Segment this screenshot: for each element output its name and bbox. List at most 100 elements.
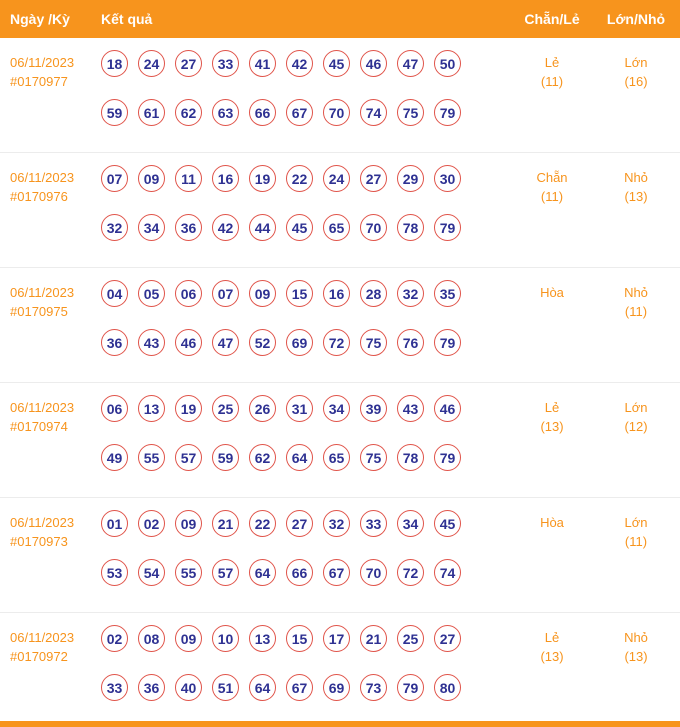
- number-ball: 21: [360, 625, 387, 652]
- number-ball: 24: [138, 50, 165, 77]
- number-ball: 72: [323, 329, 350, 356]
- number-line: 18 24 27 33 41 42 45 46 47 50: [101, 50, 512, 77]
- number-ball: 06: [175, 280, 202, 307]
- big-small-count: (11): [624, 304, 648, 319]
- even-odd-value: Hòa: [540, 285, 564, 300]
- number-ball: 59: [212, 444, 239, 471]
- number-ball: 25: [397, 625, 424, 652]
- big-small-cell: Nhỏ (11): [592, 280, 680, 382]
- big-small-count: (13): [624, 189, 648, 204]
- number-ball: 44: [249, 214, 276, 241]
- number-ball: 29: [397, 165, 424, 192]
- number-ball: 27: [434, 625, 461, 652]
- draw-period: #0170974: [10, 419, 68, 434]
- result-row: 06/11/2023 #0170976 07 09 11 16 19 22 24 27 29 30…: [0, 153, 680, 268]
- number-ball: 69: [323, 674, 350, 701]
- number-ball: 16: [323, 280, 350, 307]
- number-ball: 17: [323, 625, 350, 652]
- number-ball: 13: [138, 395, 165, 422]
- number-ball: 32: [397, 280, 424, 307]
- number-line: 02 08 09 10 13 15 17 21 25 27: [101, 625, 512, 652]
- number-ball: 64: [249, 559, 276, 586]
- draw-date: 06/11/2023: [10, 630, 75, 645]
- number-ball: 51: [212, 674, 239, 701]
- number-ball: 06: [101, 395, 128, 422]
- number-ball: 26: [249, 395, 276, 422]
- number-ball: 79: [434, 444, 461, 471]
- number-line: 36 43 46 47 52 69 72 75 76 79: [101, 329, 512, 356]
- number-ball: 33: [360, 510, 387, 537]
- result-numbers: 04 05 06 07 09 15 16 28 32 35 36 43 46 47 52 69 72 75 76 79: [98, 280, 512, 382]
- big-small-value: Nhỏ: [624, 170, 648, 185]
- number-ball: 78: [397, 214, 424, 241]
- number-ball: 70: [323, 99, 350, 126]
- number-ball: 76: [397, 329, 424, 356]
- next-section-header-partial: [0, 721, 680, 727]
- draw-info-cell: 06/11/2023 #0170974: [0, 395, 98, 497]
- number-ball: 45: [286, 214, 313, 241]
- draw-period: #0170976: [10, 189, 68, 204]
- number-ball: 79: [397, 674, 424, 701]
- big-small-cell: Lớn (12): [592, 395, 680, 497]
- draw-info-cell: 06/11/2023 #0170973: [0, 510, 98, 612]
- column-header-result: Kết quả: [101, 11, 153, 27]
- number-ball: 34: [138, 214, 165, 241]
- number-ball: 39: [360, 395, 387, 422]
- number-ball: 36: [138, 674, 165, 701]
- number-ball: 75: [360, 444, 387, 471]
- even-odd-value: Hòa: [540, 515, 564, 530]
- number-ball: 13: [249, 625, 276, 652]
- number-ball: 67: [286, 99, 313, 126]
- result-row: 06/11/2023 #0170977 18 24 27 33 41 42 45 46 47 50…: [0, 38, 680, 153]
- number-ball: 22: [249, 510, 276, 537]
- big-small-count: (16): [624, 74, 648, 89]
- number-ball: 79: [434, 214, 461, 241]
- result-numbers: 02 08 09 10 13 15 17 21 25 27 33 36 40 51 64 67 69 73 79 80: [98, 625, 512, 727]
- number-ball: 08: [138, 625, 165, 652]
- column-header-even-odd: Chẵn/Lẻ: [524, 11, 580, 27]
- number-ball: 80: [434, 674, 461, 701]
- number-ball: 79: [434, 99, 461, 126]
- even-odd-cell: Lẻ (13): [512, 395, 592, 497]
- number-ball: 07: [101, 165, 128, 192]
- number-ball: 74: [434, 559, 461, 586]
- number-ball: 22: [286, 165, 313, 192]
- number-ball: 75: [397, 99, 424, 126]
- draw-date: 06/11/2023: [10, 55, 75, 70]
- even-odd-cell: Hòa: [512, 510, 592, 612]
- draw-date: 06/11/2023: [10, 170, 75, 185]
- column-header-big-small: Lớn/Nhỏ: [606, 11, 666, 27]
- number-ball: 59: [101, 99, 128, 126]
- draw-period: #0170977: [10, 74, 68, 89]
- number-ball: 69: [286, 329, 313, 356]
- number-ball: 62: [249, 444, 276, 471]
- number-ball: 36: [175, 214, 202, 241]
- number-ball: 34: [323, 395, 350, 422]
- number-ball: 79: [434, 329, 461, 356]
- big-small-cell: Lớn (11): [592, 510, 680, 612]
- number-ball: 18: [101, 50, 128, 77]
- number-ball: 70: [360, 214, 387, 241]
- result-row: 06/11/2023 #0170974 06 13 19 25 26 31 34 39 43 46…: [0, 383, 680, 498]
- number-ball: 24: [323, 165, 350, 192]
- number-ball: 43: [138, 329, 165, 356]
- number-ball: 55: [175, 559, 202, 586]
- number-ball: 28: [360, 280, 387, 307]
- even-odd-cell: Chẵn (11): [512, 165, 592, 267]
- number-line: 33 36 40 51 64 67 69 73 79 80: [101, 674, 512, 701]
- number-ball: 47: [397, 50, 424, 77]
- big-small-value: Lớn: [624, 515, 648, 530]
- number-ball: 57: [175, 444, 202, 471]
- number-line: 32 34 36 42 44 45 65 70 78 79: [101, 214, 512, 241]
- even-odd-count: (11): [540, 189, 564, 204]
- even-odd-value: Lẻ: [544, 630, 560, 645]
- draw-info-cell: 06/11/2023 #0170975: [0, 280, 98, 382]
- number-ball: 70: [360, 559, 387, 586]
- number-ball: 34: [397, 510, 424, 537]
- big-small-count: (11): [624, 534, 648, 549]
- number-ball: 35: [434, 280, 461, 307]
- number-ball: 01: [101, 510, 128, 537]
- number-ball: 09: [138, 165, 165, 192]
- number-ball: 02: [138, 510, 165, 537]
